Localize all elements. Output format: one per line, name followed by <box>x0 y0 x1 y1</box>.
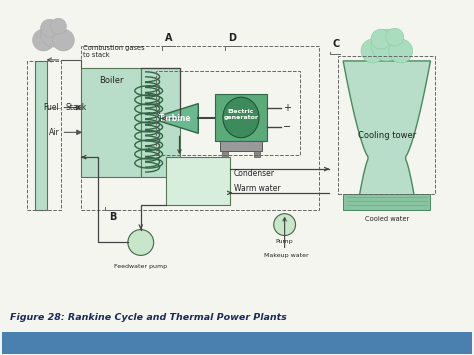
Polygon shape <box>161 104 198 133</box>
Bar <box>141 68 181 177</box>
Bar <box>254 151 260 157</box>
Bar <box>165 157 230 205</box>
Bar <box>81 68 141 177</box>
Circle shape <box>389 39 412 63</box>
Circle shape <box>53 29 74 51</box>
Circle shape <box>50 18 66 34</box>
Bar <box>35 61 47 210</box>
Polygon shape <box>343 61 430 210</box>
Text: C: C <box>333 39 340 49</box>
Circle shape <box>41 19 58 37</box>
Circle shape <box>33 29 55 51</box>
Circle shape <box>273 214 295 235</box>
Ellipse shape <box>223 97 259 138</box>
Bar <box>155 71 300 155</box>
Text: Cooling tower: Cooling tower <box>358 131 416 140</box>
Text: A: A <box>165 33 172 43</box>
Bar <box>220 141 262 151</box>
Text: Fuel: Fuel <box>44 103 59 112</box>
Text: Stack: Stack <box>65 103 87 112</box>
Text: B: B <box>109 212 117 222</box>
Bar <box>222 151 228 157</box>
Bar <box>81 46 319 210</box>
Text: Combustion gases
to stack: Combustion gases to stack <box>83 45 145 58</box>
Text: −: − <box>283 122 291 132</box>
Text: D: D <box>228 33 236 43</box>
Circle shape <box>128 230 154 255</box>
Bar <box>343 194 430 210</box>
Text: Electric
generator: Electric generator <box>223 109 258 120</box>
Text: Makeup water: Makeup water <box>264 253 309 258</box>
Text: +: + <box>283 103 291 113</box>
Bar <box>338 56 436 194</box>
Text: Boiler: Boiler <box>99 76 123 85</box>
Text: Condenser: Condenser <box>234 169 275 178</box>
Text: Cooled water: Cooled water <box>365 216 409 222</box>
Bar <box>27 61 62 210</box>
Text: Warm water: Warm water <box>234 184 281 193</box>
Bar <box>2 332 472 354</box>
Text: Air: Air <box>49 128 59 137</box>
Circle shape <box>371 29 391 49</box>
Circle shape <box>41 21 66 47</box>
Circle shape <box>386 28 404 46</box>
Circle shape <box>361 39 385 63</box>
Text: Turbine: Turbine <box>159 114 192 123</box>
Text: Feedwater pump: Feedwater pump <box>114 264 167 269</box>
Text: Pump: Pump <box>276 239 293 244</box>
Bar <box>215 94 267 141</box>
Text: Figure 28: Rankine Cycle and Thermal Power Plants: Figure 28: Rankine Cycle and Thermal Pow… <box>10 313 287 322</box>
Circle shape <box>371 29 403 61</box>
